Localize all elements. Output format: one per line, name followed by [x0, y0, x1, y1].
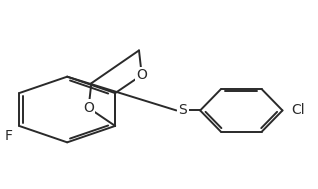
Text: F: F — [5, 129, 13, 143]
Text: Cl: Cl — [291, 103, 305, 117]
Text: O: O — [83, 101, 94, 115]
Text: S: S — [178, 103, 187, 117]
Text: O: O — [136, 68, 147, 82]
